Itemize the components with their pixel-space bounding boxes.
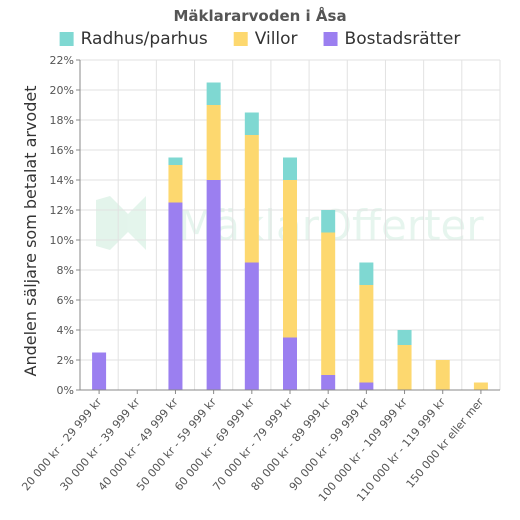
bar-segment [359, 382, 374, 390]
y-tick-label: 4% [57, 324, 74, 337]
bar-segment [359, 262, 374, 285]
bar-segment [168, 202, 183, 390]
y-axis-label: Andelen säljare som betalat arvodet [21, 86, 40, 377]
bar-segment [244, 112, 259, 135]
bar-segment [168, 157, 183, 165]
bar-segment [206, 105, 221, 180]
bars [92, 82, 488, 390]
legend-label: Villor [255, 29, 298, 49]
y-tick-label: 22% [50, 54, 74, 67]
bar-segment [397, 345, 412, 390]
bar-segment [283, 180, 297, 338]
bar-segment [244, 135, 259, 263]
bar-segment [92, 352, 107, 390]
y-tick-label: 18% [50, 114, 74, 127]
y-tick-label: 14% [50, 174, 74, 187]
bar-segment [321, 232, 336, 375]
y-tick-label: 0% [57, 384, 74, 397]
chart-title: Mäklararvoden i Åsa [173, 6, 346, 25]
y-tick-label: 16% [50, 144, 74, 157]
bar-segment [397, 330, 412, 345]
watermark-logo-icon [96, 196, 146, 250]
legend-item: Bostadsrätter [323, 29, 461, 49]
legend-item: Radhus/parhus [59, 29, 208, 49]
bar-segment [244, 262, 259, 390]
bar-segment [206, 180, 221, 390]
y-tick-label: 12% [50, 204, 74, 217]
bar-segment [321, 375, 336, 390]
bar-segment [473, 382, 488, 390]
y-tick-label: 6% [57, 294, 74, 307]
legend: Radhus/parhus Villor Bostadsrätter [59, 29, 461, 49]
legend-label: Bostadsrätter [345, 29, 461, 49]
bar-segment [283, 157, 297, 180]
legend-swatch [59, 32, 74, 46]
legend-label: Radhus/parhus [81, 29, 208, 49]
bar-segment [206, 82, 221, 105]
legend-item: Villor [233, 29, 298, 49]
bar-segment [359, 285, 374, 383]
axes: 0%2%4%6%8%10%12%14%16%18%20%22%20 000 kr… [19, 54, 500, 504]
legend-swatch [323, 32, 338, 46]
legend-swatch [233, 32, 248, 46]
x-tick-label: 150 000 kr eller mer [404, 395, 487, 490]
bar-segment [168, 165, 183, 203]
bar-segment [435, 360, 450, 390]
y-tick-label: 2% [57, 354, 74, 367]
bar-segment [283, 337, 297, 390]
y-tick-label: 10% [50, 234, 74, 247]
bar-segment [321, 210, 336, 233]
y-tick-label: 20% [50, 84, 74, 97]
y-tick-label: 8% [57, 264, 74, 277]
